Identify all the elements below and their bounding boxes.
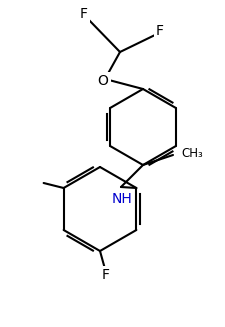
Text: F: F	[155, 24, 163, 38]
Text: CH₃: CH₃	[180, 147, 202, 161]
Text: F: F	[101, 268, 110, 282]
Text: O: O	[97, 74, 108, 88]
Text: NH: NH	[111, 192, 132, 206]
Text: F: F	[80, 7, 88, 21]
